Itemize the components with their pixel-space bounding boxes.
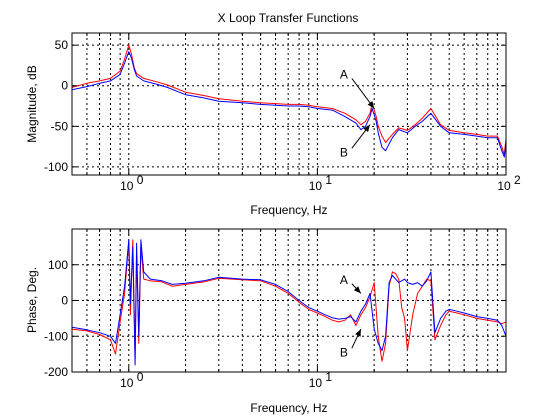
annotations: AB bbox=[340, 67, 375, 159]
y-tick-label: -100 bbox=[44, 160, 68, 174]
x-tick-label: 10 bbox=[309, 376, 323, 390]
x-tick-label: 10 bbox=[309, 179, 323, 193]
y-tick-label: -100 bbox=[44, 329, 68, 343]
series-line-red bbox=[72, 44, 506, 156]
series-line-blue bbox=[72, 51, 506, 158]
x-tick-exponent: 1 bbox=[325, 370, 332, 384]
x-tick-label: 10 bbox=[120, 376, 134, 390]
x-tick-exponent: 1 bbox=[325, 173, 332, 187]
y-axis-label: Magnitude, dB bbox=[25, 65, 39, 142]
annotation-arrowhead bbox=[367, 101, 375, 109]
x-tick-label: 10 bbox=[497, 179, 511, 193]
series-lines bbox=[72, 44, 506, 158]
series-lines bbox=[72, 239, 506, 366]
y-tick-label: -200 bbox=[44, 365, 68, 379]
annotation-label-b: B bbox=[340, 145, 348, 159]
y-tick-label: 0 bbox=[61, 79, 68, 93]
y-tick-label: 0 bbox=[61, 294, 68, 308]
annotation-label-b: B bbox=[340, 345, 348, 359]
plot-frame bbox=[71, 32, 507, 176]
annotations: AB bbox=[340, 273, 362, 359]
x-tick-exponent: 0 bbox=[137, 370, 144, 384]
x-axis-label: Frequency, Hz bbox=[250, 203, 327, 217]
x-tick-label: 10 bbox=[120, 179, 134, 193]
y-tick-label: 50 bbox=[55, 38, 69, 52]
annotation-arrowhead bbox=[353, 286, 361, 294]
annotation-label-a: A bbox=[340, 67, 348, 81]
grid bbox=[72, 229, 506, 372]
y-tick-label: -50 bbox=[51, 119, 69, 133]
x-tick-exponent: 2 bbox=[514, 173, 521, 187]
x-tick-exponent: 0 bbox=[137, 173, 144, 187]
annotation-arrowhead bbox=[363, 124, 370, 133]
x-axis-label: Frequency, Hz bbox=[250, 401, 327, 415]
series-line-blue bbox=[72, 239, 506, 366]
annotation-label-a: A bbox=[340, 273, 348, 287]
y-tick-label: 100 bbox=[48, 258, 68, 272]
y-axis-label: Phase, Deg. bbox=[25, 267, 39, 333]
annotation-arrowhead bbox=[355, 329, 361, 337]
chart-title: X Loop Transfer Functions bbox=[218, 11, 359, 25]
